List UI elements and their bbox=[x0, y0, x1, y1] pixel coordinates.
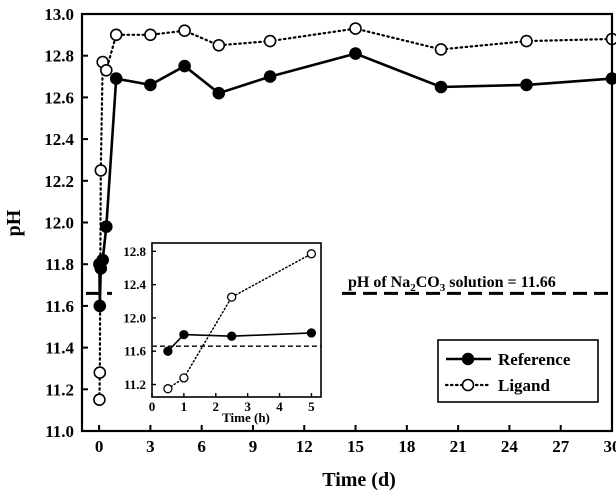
y-axis: 11.0 11.2 11.4 11.6 11.8 12.0 12.2 12.4 12.6 12.8… bbox=[44, 5, 88, 441]
legend-label-ligand: Ligand bbox=[498, 376, 551, 395]
data-point-reference bbox=[178, 59, 191, 73]
data-point-ligand bbox=[263, 34, 277, 48]
x-tick-label: 21 bbox=[450, 437, 467, 456]
inset-x-axis-title: Time (h) bbox=[222, 410, 270, 425]
data-point-reference bbox=[179, 329, 189, 340]
legend-label-reference: Reference bbox=[498, 350, 571, 369]
data-point-ligand bbox=[144, 28, 157, 42]
data-point-reference bbox=[144, 78, 157, 92]
y-axis-title: pH bbox=[3, 209, 25, 236]
x-tick-label: 9 bbox=[249, 437, 258, 456]
data-point-reference bbox=[520, 78, 533, 92]
y-tick-label: 12.4 bbox=[44, 130, 74, 149]
reference-annotation: pH of Na2CO3 solution = 11.66 bbox=[348, 274, 556, 294]
x-tick-label: 18 bbox=[398, 437, 415, 456]
x-tick-label: 1 bbox=[181, 399, 188, 414]
inset-series-lines bbox=[167, 253, 313, 390]
series-line-reference bbox=[167, 332, 312, 352]
data-point-reference bbox=[263, 70, 277, 83]
data-point-ligand bbox=[163, 384, 173, 394]
x-tick-label: 0 bbox=[149, 399, 156, 414]
inset-x-axis: 0 1 2 3 4 5 bbox=[149, 393, 315, 414]
data-point-reference bbox=[163, 346, 173, 356]
y-tick-label: 12.8 bbox=[123, 244, 146, 259]
y-tick-label: 11.6 bbox=[45, 297, 74, 316]
x-tick-label: 15 bbox=[347, 437, 364, 456]
data-point-reference bbox=[93, 299, 107, 313]
data-point-reference bbox=[434, 80, 448, 94]
x-tick-label: 3 bbox=[146, 437, 155, 456]
data-point-ligand bbox=[93, 393, 106, 407]
y-tick-label: 12.0 bbox=[123, 310, 146, 325]
data-point-ligand bbox=[349, 22, 362, 35]
series-line-ligand bbox=[167, 253, 313, 390]
data-point-ligand bbox=[94, 164, 108, 177]
series-points bbox=[93, 22, 616, 407]
x-tick-label: 5 bbox=[308, 399, 315, 414]
series-line-ligand bbox=[98, 27, 614, 401]
data-point-ligand bbox=[100, 64, 113, 77]
inset-frame bbox=[151, 242, 322, 398]
x-tick-label: 3 bbox=[244, 399, 251, 414]
data-point-reference bbox=[96, 253, 109, 267]
data-point-ligand bbox=[227, 292, 237, 302]
x-tick-label: 4 bbox=[276, 399, 283, 414]
data-point-ligand bbox=[178, 24, 191, 38]
y-tick-label: 11.6 bbox=[124, 344, 147, 359]
y-tick-label: 11.0 bbox=[45, 422, 74, 441]
inset-plot: 0 1 2 3 4 5 11.2 11.6 12.0 12.4 12.8 Time (h) bbox=[116, 241, 322, 425]
data-point-reference bbox=[212, 86, 226, 100]
y-tick-label: 11.2 bbox=[124, 377, 146, 392]
y-tick-label: 12.6 bbox=[44, 88, 74, 107]
data-point-reference bbox=[109, 72, 123, 85]
data-point-ligand bbox=[520, 34, 533, 48]
data-point-reference bbox=[349, 47, 362, 60]
x-tick-label: 27 bbox=[552, 437, 570, 456]
legend-box bbox=[437, 339, 599, 403]
x-tick-label: 0 bbox=[95, 437, 104, 456]
data-point-ligand bbox=[179, 373, 189, 383]
legend: Reference Ligand bbox=[437, 339, 599, 403]
inset-background bbox=[116, 241, 320, 400]
main-plot: 036912151821242730 11.011.211.411.611.81… bbox=[3, 5, 616, 491]
y-tick-label: 12.8 bbox=[44, 47, 74, 66]
y-tick-label: 11.8 bbox=[45, 255, 74, 274]
x-tick-label: 30 bbox=[604, 437, 616, 456]
data-point-ligand bbox=[306, 249, 317, 259]
data-point-reference bbox=[227, 331, 237, 341]
legend-marker-reference bbox=[461, 352, 475, 366]
x-axis-title: Time (d) bbox=[322, 469, 396, 491]
x-tick-label: 2 bbox=[213, 399, 220, 414]
y-tick-label: 12.2 bbox=[44, 172, 74, 191]
x-tick-label: 6 bbox=[197, 437, 206, 456]
y-tick-label: 12.0 bbox=[44, 214, 74, 233]
inset-y-axis: 11.2 11.6 12.0 12.4 12.8 bbox=[123, 244, 156, 392]
legend-marker-ligand bbox=[461, 378, 475, 392]
x-axis: 0 3 6 9 12 15 18 21 24 27 30 bbox=[95, 425, 616, 456]
y-tick-label: 11.4 bbox=[45, 339, 74, 358]
data-point-ligand bbox=[434, 43, 448, 56]
data-point-ligand bbox=[93, 366, 107, 379]
data-point-ligand bbox=[212, 38, 226, 52]
data-point-ligand bbox=[109, 28, 123, 42]
data-point-reference bbox=[306, 328, 317, 338]
inset-series-points bbox=[163, 249, 317, 394]
x-tick-label: 12 bbox=[296, 437, 313, 456]
y-tick-label: 11.2 bbox=[45, 380, 74, 399]
x-tick-label: 24 bbox=[501, 437, 519, 456]
y-tick-label: 12.4 bbox=[123, 277, 146, 292]
data-point-reference bbox=[100, 220, 113, 233]
y-tick-label: 13.0 bbox=[44, 5, 74, 24]
